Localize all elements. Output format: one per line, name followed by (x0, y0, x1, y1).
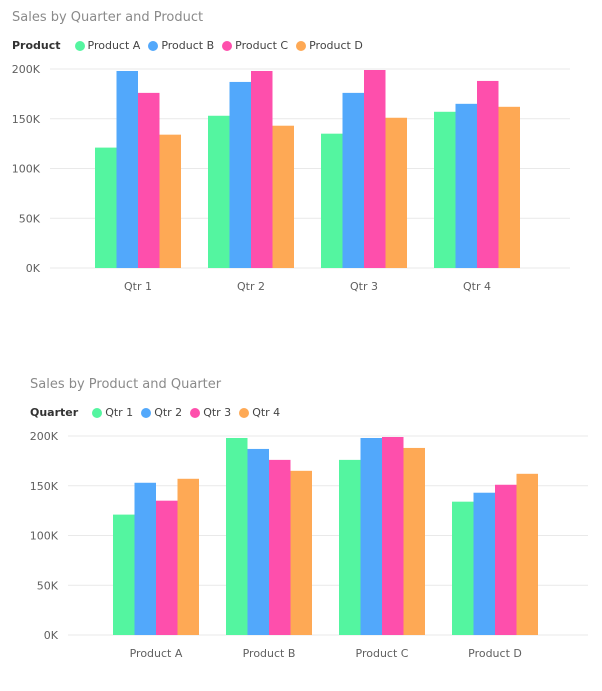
y-tick-label: 0K (26, 262, 41, 275)
plot-area: 0K 50K 100K 150K 200K Qtr 1 Qtr 2 Qtr 3 Qtr 4 (12, 63, 570, 293)
x-tick-label: Qtr 2 (237, 280, 265, 293)
legend-swatch (74, 40, 85, 51)
legend-label: Qtr 2 (154, 406, 183, 419)
legend-swatch (296, 40, 307, 51)
bar[interactable] (116, 70, 139, 269)
bar[interactable] (290, 470, 313, 635)
y-tick-label: 50K (37, 579, 59, 592)
legend-title: Product (12, 39, 61, 52)
bar[interactable] (455, 103, 478, 268)
bar[interactable] (403, 447, 426, 635)
legend-item-2[interactable]: Product B (148, 39, 214, 52)
chart-legend: Quarter Qtr 1 Qtr 2 Qtr 3 Qtr 4 (30, 406, 288, 419)
bar[interactable] (382, 436, 404, 635)
bar[interactable] (272, 125, 295, 268)
y-tick-label: 200K (30, 430, 59, 443)
bar[interactable] (247, 448, 270, 635)
chart-legend: Product Product A Product B Product C Pr… (12, 39, 371, 52)
legend-item-3[interactable]: Qtr 3 (190, 406, 231, 419)
bar[interactable] (177, 478, 200, 635)
y-tick-label: 150K (30, 480, 59, 493)
bar[interactable] (339, 459, 361, 635)
legend-label: Product D (309, 39, 363, 52)
legend-swatch (148, 40, 159, 51)
bar[interactable] (156, 500, 178, 635)
legend-label: Product A (87, 39, 141, 52)
legend-label: Qtr 4 (252, 406, 281, 419)
x-tick-label: Qtr 1 (124, 280, 152, 293)
bar[interactable] (138, 92, 160, 268)
x-tick-label: Qtr 4 (463, 280, 491, 293)
bar[interactable] (113, 514, 135, 635)
bar[interactable] (269, 459, 291, 635)
y-tick-label: 150K (12, 113, 41, 126)
legend-item-4[interactable]: Product D (296, 39, 363, 52)
y-tick-label: 100K (30, 530, 59, 543)
bar[interactable] (321, 133, 343, 268)
y-tick-label: 100K (12, 163, 41, 176)
bar[interactable] (134, 482, 157, 635)
legend-label: Product B (161, 39, 215, 52)
legend-label: Product C (235, 39, 289, 52)
bar[interactable] (452, 501, 474, 635)
legend-label: Qtr 1 (105, 406, 134, 419)
bar[interactable] (208, 115, 230, 268)
chart-sales-by-product: Sales by Product and Quarter Quarter Qtr… (0, 367, 602, 691)
legend-item-3[interactable]: Product C (222, 39, 288, 52)
x-tick-label: Product B (243, 647, 296, 660)
legend-swatch (92, 407, 103, 418)
bar[interactable] (516, 473, 539, 635)
bar[interactable] (342, 92, 365, 268)
x-tick-label: Product D (468, 647, 522, 660)
legend-item-2[interactable]: Qtr 2 (141, 406, 182, 419)
y-tick-label: 50K (19, 212, 41, 225)
bar[interactable] (477, 80, 499, 268)
bar[interactable] (498, 106, 521, 268)
bar[interactable] (385, 117, 408, 268)
bar[interactable] (495, 484, 517, 635)
bar[interactable] (360, 437, 383, 635)
x-tick-label: Product A (130, 647, 183, 660)
bar[interactable] (251, 70, 273, 269)
bar[interactable] (229, 81, 252, 268)
bar[interactable] (159, 134, 182, 268)
chart-title: Sales by Quarter and Product (12, 10, 204, 25)
y-tick-label: 200K (12, 63, 41, 76)
bar[interactable] (364, 69, 386, 269)
legend-item-4[interactable]: Qtr 4 (239, 406, 280, 419)
plot-area: 0K 50K 100K 150K 200K Product A Product B Produ… (30, 430, 588, 660)
legend-swatch (239, 407, 250, 418)
chart-title: Sales by Product and Quarter (30, 377, 222, 392)
bar[interactable] (473, 492, 496, 635)
legend-swatch (222, 40, 233, 51)
y-tick-label: 0K (44, 629, 59, 642)
legend-title: Quarter (30, 406, 79, 419)
x-tick-label: Qtr 3 (350, 280, 378, 293)
legend-swatch (190, 407, 201, 418)
legend-item-1[interactable]: Product A (74, 39, 141, 52)
bar[interactable] (226, 437, 248, 635)
legend-item-1[interactable]: Qtr 1 (92, 406, 133, 419)
chart-sales-by-quarter: Sales by Quarter and Product Product Pro… (0, 0, 602, 310)
bar[interactable] (95, 147, 117, 268)
legend-label: Qtr 3 (203, 406, 232, 419)
legend-swatch (141, 407, 152, 418)
bar[interactable] (434, 111, 456, 268)
x-tick-label: Product C (356, 647, 409, 660)
